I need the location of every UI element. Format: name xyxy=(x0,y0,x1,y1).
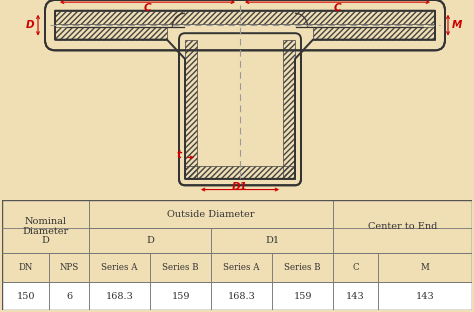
Bar xyxy=(2,228,89,253)
Text: D: D xyxy=(26,20,34,30)
Bar xyxy=(313,27,435,40)
Text: Series B: Series B xyxy=(163,263,199,272)
Bar xyxy=(333,253,378,282)
Bar xyxy=(272,253,333,282)
Bar xyxy=(2,200,89,253)
Text: M: M xyxy=(452,20,462,30)
Bar xyxy=(211,282,272,310)
Bar xyxy=(378,282,472,310)
Text: C: C xyxy=(144,3,151,13)
Bar xyxy=(333,200,472,253)
Bar xyxy=(185,166,295,179)
Bar xyxy=(89,228,211,253)
Text: 143: 143 xyxy=(346,291,365,300)
Text: 150: 150 xyxy=(17,291,35,300)
Text: 6: 6 xyxy=(66,291,73,300)
Bar xyxy=(185,40,197,179)
Bar xyxy=(55,27,167,40)
Text: Nominal
Diameter: Nominal Diameter xyxy=(23,217,69,236)
Text: 159: 159 xyxy=(293,291,312,300)
Text: D: D xyxy=(146,236,154,245)
Bar xyxy=(378,253,472,282)
Text: D1: D1 xyxy=(232,182,248,192)
Text: Outside Diameter: Outside Diameter xyxy=(167,210,255,219)
Text: C: C xyxy=(352,263,359,272)
Bar xyxy=(89,253,150,282)
Bar xyxy=(89,282,150,310)
Bar xyxy=(49,253,89,282)
Text: Center to End: Center to End xyxy=(368,222,437,231)
Text: Series A: Series A xyxy=(101,263,138,272)
Bar xyxy=(272,282,333,310)
Bar xyxy=(55,11,435,24)
Text: D1: D1 xyxy=(265,236,279,245)
FancyBboxPatch shape xyxy=(45,0,445,50)
Bar xyxy=(333,282,378,310)
Text: 159: 159 xyxy=(172,291,190,300)
Text: Series B: Series B xyxy=(284,263,321,272)
Bar xyxy=(211,253,272,282)
Bar xyxy=(49,282,89,310)
Text: DN: DN xyxy=(18,263,33,272)
Text: D: D xyxy=(42,236,50,245)
Bar xyxy=(2,200,89,228)
Bar xyxy=(211,228,333,253)
Bar xyxy=(89,228,211,253)
Bar xyxy=(150,253,211,282)
Text: C: C xyxy=(334,3,341,13)
Bar xyxy=(2,282,49,310)
Bar xyxy=(283,40,295,179)
Polygon shape xyxy=(55,11,435,179)
Text: NPS: NPS xyxy=(60,263,79,272)
Bar xyxy=(150,282,211,310)
Text: M: M xyxy=(420,263,429,272)
Text: 168.3: 168.3 xyxy=(106,291,134,300)
Text: 168.3: 168.3 xyxy=(228,291,255,300)
Text: 143: 143 xyxy=(415,291,434,300)
Bar xyxy=(2,253,49,282)
Text: t: t xyxy=(177,149,182,159)
Text: Series A: Series A xyxy=(223,263,260,272)
FancyBboxPatch shape xyxy=(179,33,301,185)
Bar xyxy=(89,200,333,228)
